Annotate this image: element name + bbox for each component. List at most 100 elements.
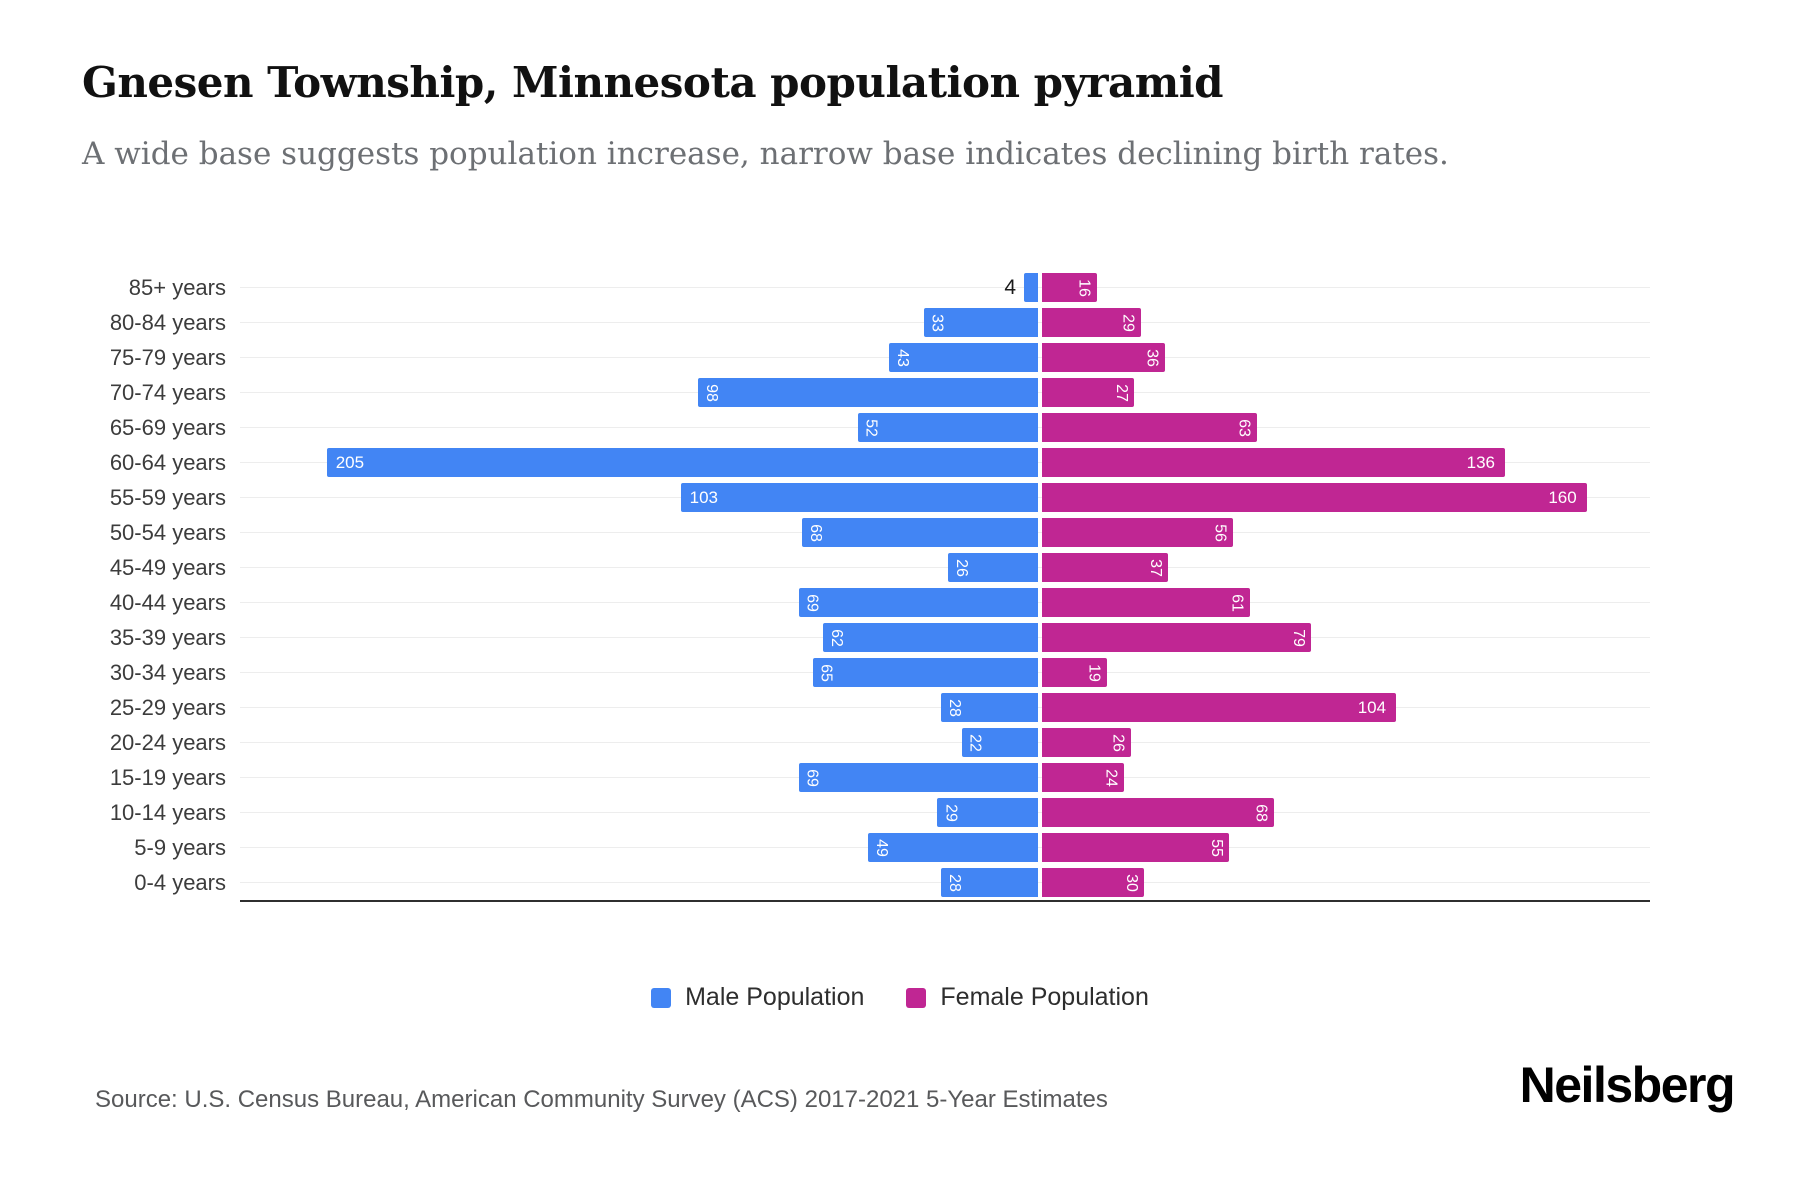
pyramid-row: 55-59 years 103 160 <box>82 480 1650 515</box>
age-label: 25-29 years <box>109 695 226 720</box>
female-bar[interactable]: 37 <box>1042 553 1168 582</box>
bar-value-label: 103 <box>689 488 718 507</box>
row-plot-zone: 98 27 <box>240 375 1650 410</box>
bar-value-label: 26 <box>1109 733 1127 752</box>
legend-label-male: Male Population <box>685 983 865 1011</box>
row-plot-zone: 69 61 <box>240 585 1650 620</box>
male-bar[interactable]: 68 <box>802 518 1038 547</box>
legend-item-male[interactable]: Male Population <box>651 983 864 1012</box>
age-label: 85+ years <box>128 275 226 300</box>
female-bar[interactable]: 160 <box>1042 483 1587 512</box>
female-bar[interactable]: 19 <box>1042 658 1107 687</box>
male-bar[interactable]: 22 <box>961 728 1038 757</box>
male-bar[interactable]: 69 <box>798 588 1038 617</box>
male-bar[interactable]: 98 <box>698 378 1038 407</box>
age-label: 50-54 years <box>109 520 226 545</box>
row-gridline <box>240 742 1650 743</box>
pyramid-row: 70-74 years 98 27 <box>82 375 1650 410</box>
pyramid-row: 75-79 years 43 36 <box>82 340 1650 375</box>
male-bar[interactable]: 62 <box>822 623 1038 652</box>
row-plot-zone: 28 30 <box>240 865 1650 900</box>
bar-value-label: 4 <box>1004 276 1017 299</box>
bar-value-label: 49 <box>873 838 890 857</box>
female-bar[interactable]: 104 <box>1042 693 1397 722</box>
male-bar[interactable]: 52 <box>857 413 1038 442</box>
female-bar[interactable]: 136 <box>1042 448 1505 477</box>
x-axis-line <box>240 900 1650 902</box>
legend-item-female[interactable]: Female Population <box>906 983 1149 1012</box>
male-bar[interactable]: 49 <box>868 833 1038 862</box>
bar-value-label: 68 <box>1252 803 1270 822</box>
bar-value-label: 16 <box>1075 278 1093 297</box>
female-bar[interactable]: 79 <box>1042 623 1311 652</box>
female-bar[interactable]: 16 <box>1042 273 1097 302</box>
bar-value-label: 36 <box>1143 348 1161 367</box>
pyramid-row: 40-44 years 69 61 <box>82 585 1650 620</box>
bar-value-label: 24 <box>1102 768 1120 787</box>
bar-value-label: 98 <box>703 383 720 402</box>
male-bar[interactable]: 26 <box>947 553 1038 582</box>
female-bar[interactable]: 29 <box>1042 308 1141 337</box>
female-bar[interactable]: 56 <box>1042 518 1233 547</box>
female-bar[interactable]: 68 <box>1042 798 1274 827</box>
pyramid-row: 25-29 years 28 104 <box>82 690 1650 725</box>
male-bar[interactable]: 205 <box>326 448 1038 477</box>
row-plot-zone: 62 79 <box>240 620 1650 655</box>
age-label: 80-84 years <box>109 310 226 335</box>
female-bar[interactable]: 55 <box>1042 833 1230 862</box>
row-plot-zone: 103 160 <box>240 480 1650 515</box>
male-bar[interactable]: 28 <box>940 868 1038 897</box>
female-bar[interactable]: 26 <box>1042 728 1131 757</box>
age-label: 5-9 years <box>134 835 226 860</box>
bar-value-label: 61 <box>1228 593 1246 612</box>
row-plot-zone: 205 136 <box>240 445 1650 480</box>
age-label: 20-24 years <box>109 730 226 755</box>
row-plot-zone: 68 56 <box>240 515 1650 550</box>
bar-value-label: 104 <box>1357 698 1387 717</box>
male-bar[interactable]: 43 <box>888 343 1038 372</box>
bar-value-label: 62 <box>827 628 845 647</box>
age-label: 75-79 years <box>109 345 226 370</box>
pyramid-row: 0-4 years 28 30 <box>82 865 1650 900</box>
row-plot-zone: 52 63 <box>240 410 1650 445</box>
bar-value-label: 56 <box>1211 523 1229 542</box>
age-label: 70-74 years <box>109 380 226 405</box>
female-bar[interactable]: 30 <box>1042 868 1145 897</box>
brand-logo[interactable]: Neilsberg <box>1519 1057 1736 1113</box>
bar-value-label: 79 <box>1290 628 1307 647</box>
age-label: 35-39 years <box>109 625 226 650</box>
row-gridline <box>240 287 1650 288</box>
male-bar[interactable]: 29 <box>937 798 1038 827</box>
male-bar[interactable]: 65 <box>812 658 1038 687</box>
age-label: 55-59 years <box>109 485 226 510</box>
female-swatch-icon <box>906 987 927 1008</box>
female-bar[interactable]: 61 <box>1042 588 1250 617</box>
age-label: 15-19 years <box>109 765 226 790</box>
male-bar[interactable]: 28 <box>940 693 1038 722</box>
pyramid-row: 80-84 years 33 29 <box>82 305 1650 340</box>
row-plot-zone: 22 26 <box>240 725 1650 760</box>
pyramid-row: 60-64 years 205 136 <box>82 445 1650 480</box>
male-bar[interactable]: 69 <box>798 763 1038 792</box>
female-bar[interactable]: 24 <box>1042 763 1124 792</box>
page-title: Gnesen Township, Minnesota population py… <box>82 58 1224 107</box>
age-label: 60-64 years <box>109 450 226 475</box>
bar-value-label: 29 <box>942 803 960 822</box>
age-label: 40-44 years <box>109 590 226 615</box>
male-bar[interactable]: 4 <box>1004 273 1038 302</box>
female-bar[interactable]: 63 <box>1042 413 1257 442</box>
bar-value-label: 37 <box>1147 558 1164 577</box>
female-bar[interactable]: 36 <box>1042 343 1165 372</box>
age-label: 10-14 years <box>109 800 226 825</box>
bar-value-label: 205 <box>335 453 365 472</box>
pyramid-chart: 85+ years 4 16 80-84 years 33 29 75-79 years 43… <box>82 270 1650 902</box>
bar-value-label: 160 <box>1548 488 1577 507</box>
row-plot-zone: 65 19 <box>240 655 1650 690</box>
male-bar[interactable]: 103 <box>680 483 1038 512</box>
bar-value-label: 43 <box>893 348 911 367</box>
age-label: 45-49 years <box>109 555 226 580</box>
male-bar[interactable]: 33 <box>923 308 1038 337</box>
bar-value-label: 27 <box>1112 383 1130 402</box>
female-bar[interactable]: 27 <box>1042 378 1134 407</box>
bar-value-label: 136 <box>1466 453 1495 472</box>
